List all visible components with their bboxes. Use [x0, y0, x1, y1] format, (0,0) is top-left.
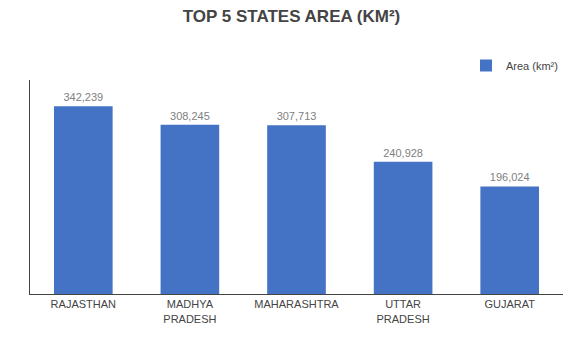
svg-text:TOP 5 STATES AREA (KM²): TOP 5 STATES AREA (KM²) [183, 7, 401, 26]
svg-text:UTTARPRADESH: UTTARPRADESH [377, 298, 430, 324]
svg-text:MAHARASHTRA: MAHARASHTRA [254, 298, 339, 310]
svg-text:240,928: 240,928 [383, 147, 423, 159]
svg-text:MADHYAPRADESH: MADHYAPRADESH [163, 298, 216, 324]
svg-text:342,239: 342,239 [63, 91, 103, 103]
svg-text:307,713: 307,713 [277, 110, 317, 122]
svg-text:308,245: 308,245 [170, 110, 210, 122]
svg-text:Area (km²): Area (km²) [506, 60, 558, 72]
svg-text:GUJARAT: GUJARAT [484, 298, 535, 310]
svg-text:RAJASTHAN: RAJASTHAN [51, 298, 116, 310]
svg-text:196,024: 196,024 [490, 171, 530, 183]
